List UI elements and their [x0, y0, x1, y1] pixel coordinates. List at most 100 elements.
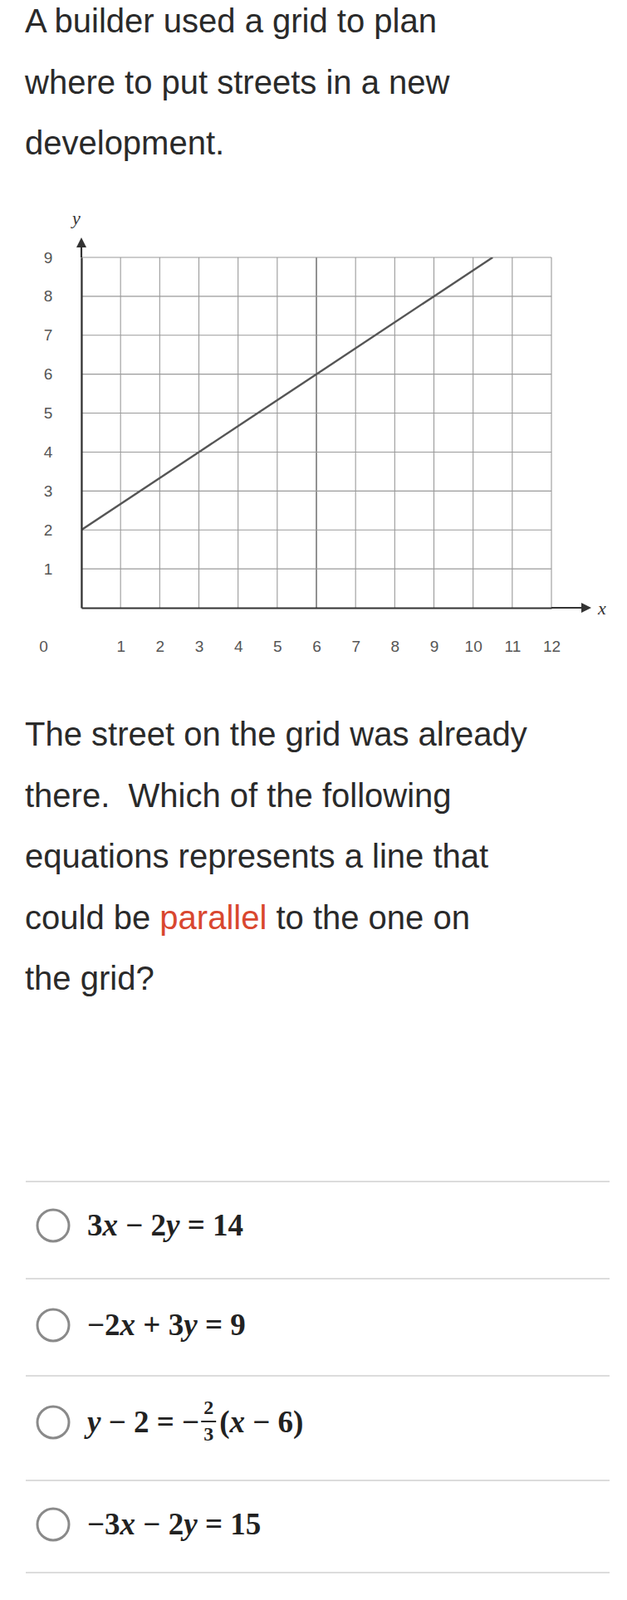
question-text: the grid?: [24, 960, 155, 997]
option[interactable]: −2x + 3y = 9: [37, 1307, 246, 1343]
fraction-bar: [200, 1420, 216, 1423]
grid-line-x: [472, 257, 474, 608]
question-line: equations represents a line that: [24, 837, 489, 875]
x-axis-line: [82, 607, 553, 609]
y-axis: 1 2 3 4 5 6 7 8 9: [44, 249, 83, 609]
grid-line-y: [81, 334, 552, 336]
y-tick: 3: [44, 482, 82, 500]
math-run: − 6): [244, 1405, 304, 1441]
math-run: − 2: [135, 1507, 184, 1542]
y-tick-label: 3: [44, 482, 54, 500]
grid-line-x: [198, 257, 200, 608]
chart: 0123456789101112123456789yx: [39, 207, 607, 656]
y-tick-label: 1: [44, 560, 54, 579]
grid-line-x: [120, 257, 122, 608]
x-tick: 0: [39, 607, 82, 656]
x-tick-label: 7: [351, 637, 361, 656]
fraction-numerator: 2: [203, 1396, 214, 1419]
radio-button[interactable]: [37, 1209, 69, 1242]
math-run: x: [229, 1405, 246, 1440]
x-axis: 0123456789101112: [39, 607, 561, 656]
option[interactable]: −3x − 2y = 15: [37, 1507, 261, 1542]
separator: [25, 1180, 610, 1183]
plot-area: [81, 257, 493, 530]
question-text: to the one on: [266, 899, 471, 936]
y-tick-label: 7: [44, 326, 54, 344]
y-tick: 7: [44, 326, 82, 344]
y-tick: 5: [44, 404, 82, 422]
grid-line-x: [237, 257, 239, 608]
grid-line-x: [80, 257, 82, 608]
y-tick-label: 2: [44, 521, 54, 539]
math-run: = 14: [180, 1208, 245, 1243]
math-run: 3: [87, 1208, 103, 1243]
math-run: y: [180, 1307, 198, 1343]
question-text: there. Which of the following: [24, 777, 452, 814]
question-text: could be: [24, 899, 160, 936]
math-text: −3x − 2y = 15: [87, 1507, 261, 1542]
math-run: y: [180, 1507, 198, 1542]
y-tick: 4: [44, 443, 82, 461]
math-run: x: [119, 1307, 137, 1343]
x-tick: 10: [465, 607, 483, 656]
math-run: (: [219, 1405, 230, 1441]
y-tick: 9: [44, 249, 82, 267]
radio-button[interactable]: [37, 1406, 69, 1439]
x-tick-label: 3: [195, 637, 205, 656]
street-line: [81, 257, 493, 530]
grid-line-x: [159, 257, 161, 608]
x-tick-label: 4: [234, 637, 244, 656]
y-arrow-head: [76, 237, 87, 248]
x-tick: 2: [156, 607, 166, 656]
x-tick-label: 11: [504, 637, 521, 656]
x-arrow-head: [581, 602, 592, 613]
highlight-word: parallel: [159, 899, 267, 936]
x-tick: 6: [312, 607, 322, 656]
question-line: the grid?: [24, 960, 155, 997]
x-tick: 1: [116, 607, 126, 656]
x-tick: 3: [195, 607, 205, 656]
x-tick-label: 9: [430, 637, 440, 656]
y-tick-label: 4: [44, 443, 54, 461]
math-run: y: [162, 1208, 181, 1243]
y-tick-label: 6: [44, 365, 54, 383]
option[interactable]: y − 2 = −23(x − 6): [37, 1396, 304, 1446]
radio-button[interactable]: [37, 1309, 69, 1342]
grid-line-y: [81, 490, 552, 492]
separator: [25, 1278, 610, 1280]
option[interactable]: 3x − 2y = 14: [37, 1208, 244, 1243]
grid-line-x: [276, 257, 278, 608]
x-tick-label: 10: [465, 637, 483, 656]
x-tick-label: 12: [543, 637, 561, 656]
options: 3x − 2y = 14−2x + 3y = 9y − 2 = −23(x − …: [25, 1181, 610, 1573]
math-text: y − 2 = −: [83, 1405, 200, 1440]
y-tick: 1: [44, 560, 82, 579]
math-run: −3: [87, 1507, 121, 1542]
math-run: + 3: [135, 1307, 184, 1343]
x-tick: 4: [234, 607, 244, 656]
math-text: (x − 6): [219, 1405, 304, 1441]
radio-button[interactable]: [37, 1508, 69, 1541]
separator: [25, 1479, 610, 1482]
x-arrow-shaft: [551, 607, 585, 609]
question-line: there. Which of the following: [24, 777, 452, 814]
y-axis-line: [80, 258, 83, 609]
math-run: = 15: [197, 1507, 262, 1542]
grid: [81, 257, 552, 608]
x-axis-label: x: [597, 597, 607, 619]
y-tick-label: 8: [44, 287, 54, 305]
grid-line-y: [81, 295, 552, 297]
y-tick-label: 9: [44, 249, 54, 267]
question-text: equations represents a line that: [24, 837, 489, 875]
page: A builder used a grid to planwhere to pu…: [0, 0, 627, 1600]
question: The street on the grid was alreadythere.…: [24, 715, 528, 997]
math-run: − 2: [117, 1208, 167, 1243]
grid-line-x: [355, 257, 357, 608]
grid-line-y: [81, 529, 552, 531]
title-line: where to put streets in a new: [24, 63, 451, 101]
separator: [25, 1375, 610, 1377]
question-line: could be parallel to the one on: [24, 899, 471, 936]
grid-line-y: [81, 412, 552, 414]
grid-line-y: [81, 568, 552, 570]
separator: [25, 1572, 610, 1574]
